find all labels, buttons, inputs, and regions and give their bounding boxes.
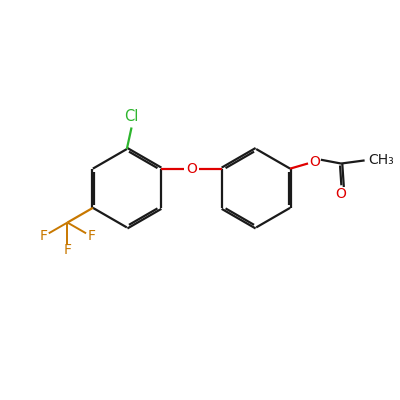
Text: F: F <box>64 243 72 257</box>
Text: O: O <box>335 187 346 201</box>
Text: O: O <box>309 154 320 168</box>
Text: Cl: Cl <box>124 108 139 124</box>
Text: F: F <box>39 230 47 244</box>
Text: F: F <box>88 230 96 244</box>
Text: O: O <box>186 162 197 176</box>
Text: CH₃: CH₃ <box>368 154 394 168</box>
